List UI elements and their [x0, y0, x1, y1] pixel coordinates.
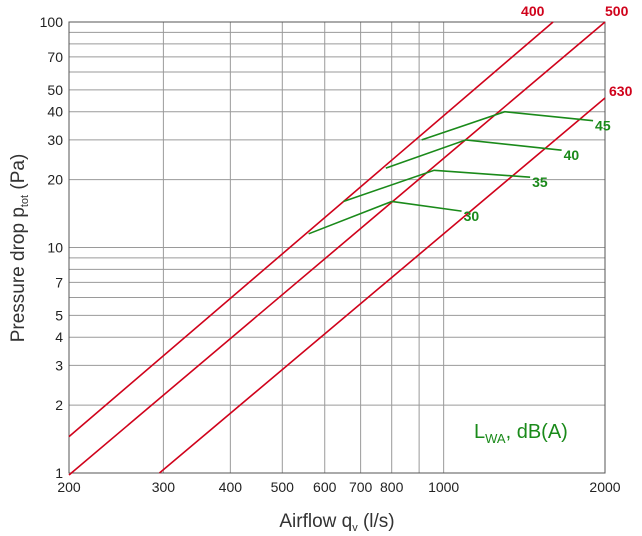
duct-size-label: 630	[609, 83, 633, 99]
duct-size-label: 400	[521, 3, 545, 19]
y-tick-labels: 1 2 3 4 5 7 10 20 30 40 50 70 100	[40, 14, 64, 481]
x-axis-title: Airflow qv (l/s)	[279, 511, 394, 534]
x-axis-subscript: v	[352, 522, 358, 534]
duct-size-line-400	[68, 21, 554, 438]
x-tick-label: 800	[380, 479, 404, 495]
sound-level-label: 35	[532, 174, 548, 190]
x-tick-label: 600	[313, 479, 337, 495]
duct-size-line-500	[68, 21, 606, 476]
y-tick-label: 3	[55, 357, 63, 373]
y-tick-label: 1	[55, 465, 63, 481]
x-tick-label: 200	[57, 479, 81, 495]
x-tick-label: 500	[271, 479, 295, 495]
duct-size-line-630	[158, 97, 606, 474]
y-tick-label: 50	[47, 82, 63, 98]
duct-size-label: 500	[605, 3, 629, 19]
sound-level-annotation: LWA, dB(A)	[474, 421, 568, 446]
y-axis-title: Pressure drop ptot (Pa)	[8, 154, 31, 343]
x-tick-labels: 200 300 400 500 600 700 800 1000 2000	[57, 479, 620, 495]
y-axis-unit: (Pa)	[8, 154, 29, 195]
sound-curve-35	[343, 169, 531, 203]
y-tick-label: 10	[47, 240, 63, 256]
y-tick-label: 30	[47, 132, 63, 148]
y-tick-label: 20	[47, 172, 63, 188]
y-tick-label: 4	[55, 329, 63, 345]
y-tick-label: 2	[55, 397, 63, 413]
sound-level-curves: 30 35 40 45	[308, 110, 611, 235]
duct-size-lines: 400 500 630	[68, 3, 633, 476]
sound-level-label: 40	[564, 147, 580, 163]
annotation-subscript: WA	[485, 431, 506, 446]
x-tick-label: 2000	[589, 479, 620, 495]
x-tick-label: 1000	[428, 479, 459, 495]
sound-curve-30	[391, 200, 462, 212]
sound-level-label: 45	[595, 118, 611, 134]
y-tick-label: 70	[47, 49, 63, 65]
y-axis-subscript: tot	[19, 195, 31, 207]
sound-curve-40	[385, 139, 562, 169]
x-tick-label: 700	[349, 479, 373, 495]
y-tick-label: 7	[55, 274, 63, 290]
y-tick-label: 100	[40, 14, 64, 30]
x-tick-label: 300	[152, 479, 176, 495]
sound-curve-45	[421, 110, 594, 141]
annotation-rest: , dB(A)	[506, 421, 568, 443]
sound-curve-extension	[308, 200, 392, 235]
y-tick-label: 40	[47, 104, 63, 120]
y-tick-label: 5	[55, 307, 63, 323]
x-axis-unit: (l/s)	[358, 511, 395, 532]
plot-frame	[68, 21, 606, 474]
sound-level-label: 30	[464, 208, 480, 224]
x-tick-label: 400	[219, 479, 243, 495]
